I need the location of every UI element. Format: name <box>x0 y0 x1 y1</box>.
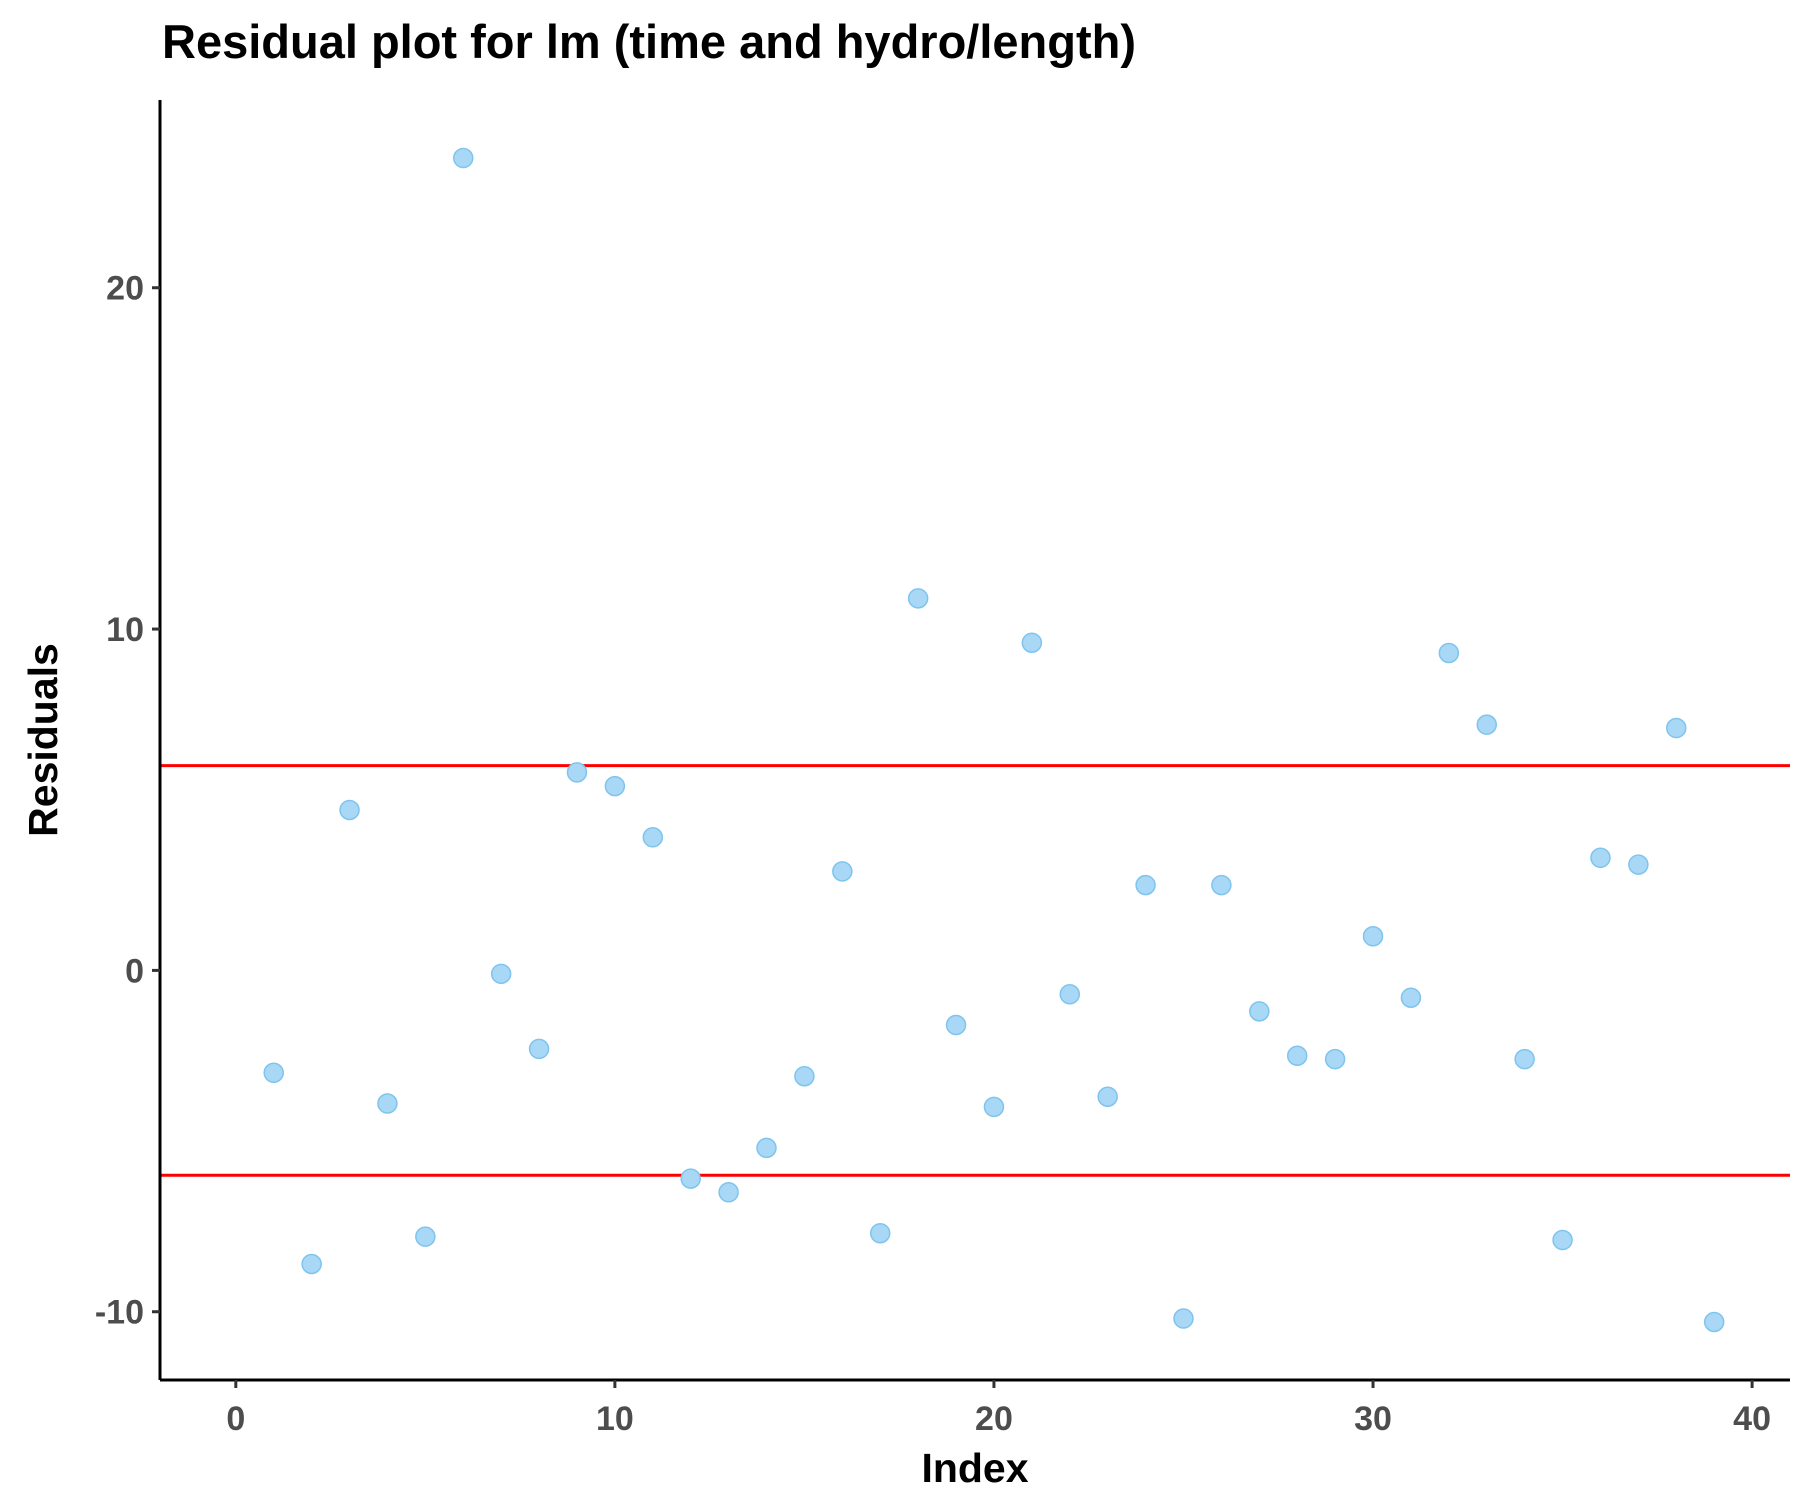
data-point <box>1362 926 1384 947</box>
data-point <box>1021 632 1043 653</box>
data-point <box>1438 642 1460 664</box>
data-point <box>983 1096 1005 1118</box>
data-point <box>907 588 929 609</box>
data-point <box>1552 1229 1573 1251</box>
data-point <box>756 1137 777 1159</box>
data-point <box>1173 1308 1194 1329</box>
data-point <box>1324 1048 1346 1070</box>
data-point <box>680 1168 701 1189</box>
data-point <box>1400 987 1422 1008</box>
data-point <box>1476 714 1497 735</box>
data-point <box>718 1182 739 1203</box>
data-point <box>869 1222 891 1244</box>
data-point <box>1666 717 1687 739</box>
data-point <box>945 1014 967 1036</box>
y-tick-label: 10 <box>106 611 144 649</box>
data-point <box>642 827 664 848</box>
x-tick-label: 40 <box>1733 1400 1771 1438</box>
data-point <box>1703 1311 1725 1333</box>
data-point <box>794 1065 815 1087</box>
data-point <box>301 1253 322 1275</box>
data-point <box>415 1226 436 1247</box>
data-point <box>604 775 626 797</box>
data-point <box>263 1062 284 1084</box>
x-tick-label: 30 <box>1354 1400 1392 1438</box>
data-point <box>832 861 853 882</box>
x-tick-label: 10 <box>596 1400 634 1438</box>
data-point <box>453 147 474 169</box>
data-point <box>528 1038 550 1060</box>
data-point <box>1628 854 1649 875</box>
x-axis-title: Index <box>921 1445 1028 1491</box>
x-axis-ticks: 0 10 20 30 40 <box>226 1380 1771 1438</box>
data-point <box>1590 847 1611 869</box>
data-point <box>1135 874 1156 896</box>
data-point <box>1514 1048 1535 1070</box>
data-point <box>339 799 360 821</box>
data-point <box>566 762 588 783</box>
data-point <box>1249 1001 1270 1022</box>
y-axis-ticks: -10 0 10 20 <box>95 270 160 1332</box>
data-point <box>1059 984 1081 1005</box>
data-point <box>377 1093 398 1114</box>
x-tick-label: 20 <box>975 1400 1013 1438</box>
data-point <box>1211 874 1232 896</box>
y-tick-label: 20 <box>106 270 144 308</box>
data-point <box>490 963 512 985</box>
chart-title: Residual plot for lm (time and hydro/len… <box>162 15 1136 68</box>
data-point <box>1097 1086 1118 1107</box>
y-axis-title: Residuals <box>20 643 66 837</box>
y-tick-label: -10 <box>95 1294 144 1332</box>
data-points <box>263 147 1725 1333</box>
data-point <box>1286 1045 1308 1066</box>
x-tick-label: 0 <box>226 1400 245 1438</box>
reference-lines <box>160 764 1790 1177</box>
y-tick-label: 0 <box>125 952 144 990</box>
